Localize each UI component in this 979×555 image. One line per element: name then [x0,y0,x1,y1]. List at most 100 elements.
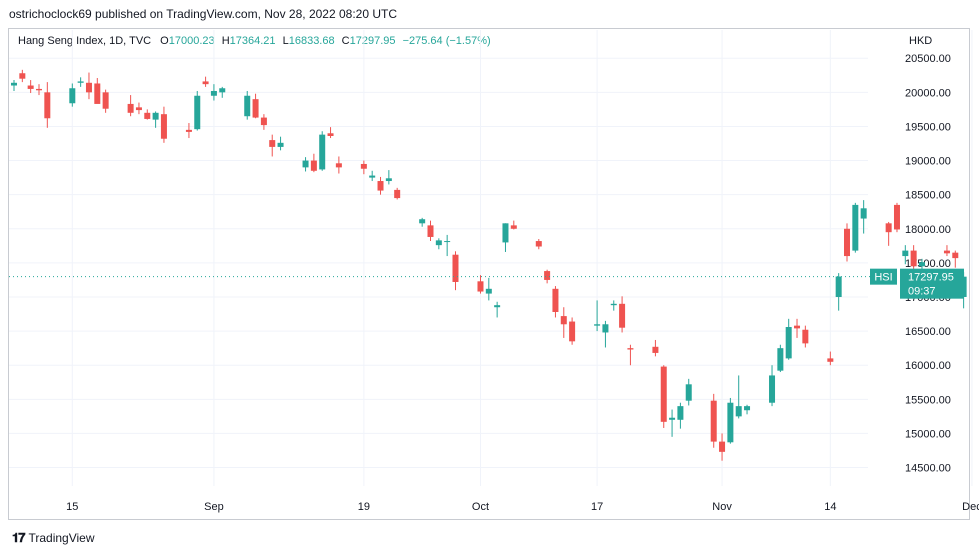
candle[interactable] [210,84,217,101]
candle-body [943,250,950,254]
candle[interactable] [369,170,376,182]
candle-body [244,95,251,117]
candle[interactable] [202,76,209,87]
candle[interactable] [852,202,859,253]
candle[interactable] [35,84,42,96]
candle[interactable] [777,344,784,373]
candle[interactable] [385,170,392,185]
candle[interactable] [569,317,576,345]
candle[interactable] [602,320,609,348]
candle[interactable] [952,250,959,268]
candle[interactable] [377,176,384,195]
symbol-tag-bg [870,268,897,285]
candle[interactable] [360,160,367,175]
candle[interactable] [11,80,17,91]
candle[interactable] [260,114,267,130]
candle[interactable] [269,134,276,157]
candle[interactable] [127,95,134,117]
candle[interactable] [560,307,567,338]
candle[interactable] [785,318,792,360]
candle[interactable] [502,223,509,252]
candle[interactable] [435,238,442,250]
candle[interactable] [677,402,684,429]
candle[interactable] [544,269,551,284]
candle[interactable] [319,131,326,171]
legend-open: 17000.23 [168,35,215,47]
candle[interactable] [302,157,309,172]
chart-legend: Hang Seng Index, 1D, TVC O17000.23 H1736… [18,35,491,47]
candle[interactable] [910,245,917,274]
candle[interactable] [219,86,226,98]
candle[interactable] [660,365,667,428]
candle[interactable] [419,217,426,227]
candle[interactable] [252,93,259,119]
candle[interactable] [102,89,109,113]
candle[interactable] [735,375,742,419]
candle[interactable] [719,433,726,461]
candle[interactable] [69,83,76,107]
candle[interactable] [802,325,809,348]
candle-body [419,219,426,224]
candle[interactable] [794,318,801,338]
candle[interactable] [669,409,676,437]
candle[interactable] [510,220,517,230]
candle[interactable] [394,187,401,200]
legend-close-label: C [341,35,350,47]
candle[interactable] [277,136,284,151]
candle[interactable] [710,393,717,448]
candle[interactable] [144,109,151,120]
candle[interactable] [893,202,900,233]
candle[interactable] [244,90,251,120]
candle[interactable] [494,301,501,318]
candle-body [494,305,501,308]
candle[interactable] [652,339,659,357]
candle[interactable] [452,251,459,291]
candle[interactable] [194,90,201,131]
candle[interactable] [594,300,601,332]
candle-body [435,240,442,246]
candle[interactable] [860,200,867,234]
candle[interactable] [94,78,101,104]
candle[interactable] [902,245,909,265]
candle[interactable] [85,72,92,100]
candle[interactable] [19,69,26,83]
candle[interactable] [185,123,192,139]
candle[interactable] [610,300,617,311]
candle[interactable] [327,127,334,139]
candle[interactable] [744,404,751,415]
x-tick-label: Nov [712,501,732,513]
candle[interactable] [160,106,167,143]
candle[interactable] [943,245,950,257]
candle[interactable] [485,277,492,301]
last-price-tag: 17297.95 09:37 [900,268,964,299]
tradingview-footer[interactable]: 𝟏𝟕 TradingView [12,530,95,546]
candle[interactable] [827,351,834,366]
candle[interactable] [619,296,626,333]
candle[interactable] [627,344,634,366]
candle[interactable] [310,153,317,173]
candle[interactable] [44,82,51,128]
candle-body [369,175,376,178]
candle[interactable] [477,275,484,294]
candle[interactable] [769,365,776,407]
candle[interactable] [152,111,159,128]
candle[interactable] [552,286,559,318]
candle[interactable] [885,221,892,246]
candle[interactable] [427,220,434,242]
chart-frame[interactable] [8,28,970,520]
candle[interactable] [727,397,734,444]
candle-body [277,142,284,147]
candle-body [77,81,84,83]
candle[interactable] [335,156,342,174]
candle[interactable] [844,223,850,262]
candle[interactable] [135,102,142,115]
candle[interactable] [27,80,34,94]
candle[interactable] [835,273,842,311]
candle[interactable] [685,378,692,406]
candle[interactable] [444,234,451,257]
candle[interactable] [535,239,542,250]
candle[interactable] [77,77,84,87]
candle-body [844,228,850,257]
y-tick-label: 16000.00 [905,360,951,372]
